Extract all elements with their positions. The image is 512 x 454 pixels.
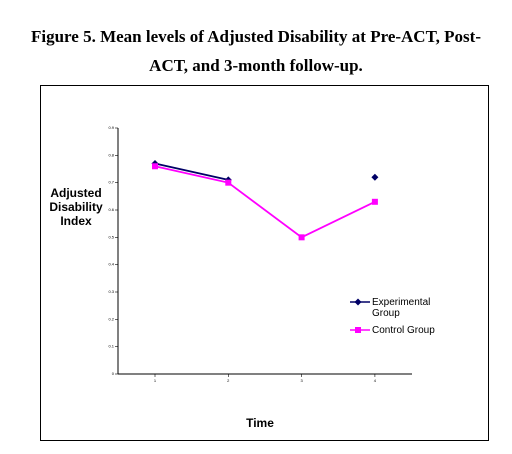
legend-marker <box>354 298 362 306</box>
y-tick-label: 0.6 <box>108 207 114 212</box>
series-line <box>155 164 375 180</box>
series-line <box>154 165 376 239</box>
legend-label: Control Group <box>372 325 435 336</box>
y-tick-label: 0.2 <box>108 316 114 321</box>
point <box>152 163 158 170</box>
y-tick-label: 0.8 <box>108 152 114 157</box>
x-tick-label: 1 <box>154 378 157 383</box>
point <box>298 234 305 241</box>
y-tick-label: 0.1 <box>108 344 114 349</box>
x-tick-label: 2 <box>227 378 230 383</box>
y-tick-label: 0.5 <box>108 234 114 239</box>
y-tick-label: 0 <box>112 371 115 376</box>
y-tick-label: 0.4 <box>108 262 114 267</box>
y-tick-label: 0.7 <box>108 180 114 185</box>
x-tick-label: 3 <box>300 378 303 383</box>
chart-frame <box>40 85 489 441</box>
y-tick-label: 0.9 <box>108 125 114 130</box>
chart-title: Figure 5. Mean levels of Adjusted Disabi… <box>31 27 481 75</box>
point <box>371 173 379 181</box>
y-tick-label: 0.3 <box>108 289 114 294</box>
legend-label: Experimental Group <box>372 297 431 319</box>
point <box>225 179 232 186</box>
x-tick-label: 4 <box>374 378 377 383</box>
legend-marker <box>355 327 361 333</box>
x-axis-label: Time <box>246 416 274 430</box>
y-axis-label: Adjusted Disability Index <box>49 186 103 228</box>
point <box>371 198 378 205</box>
